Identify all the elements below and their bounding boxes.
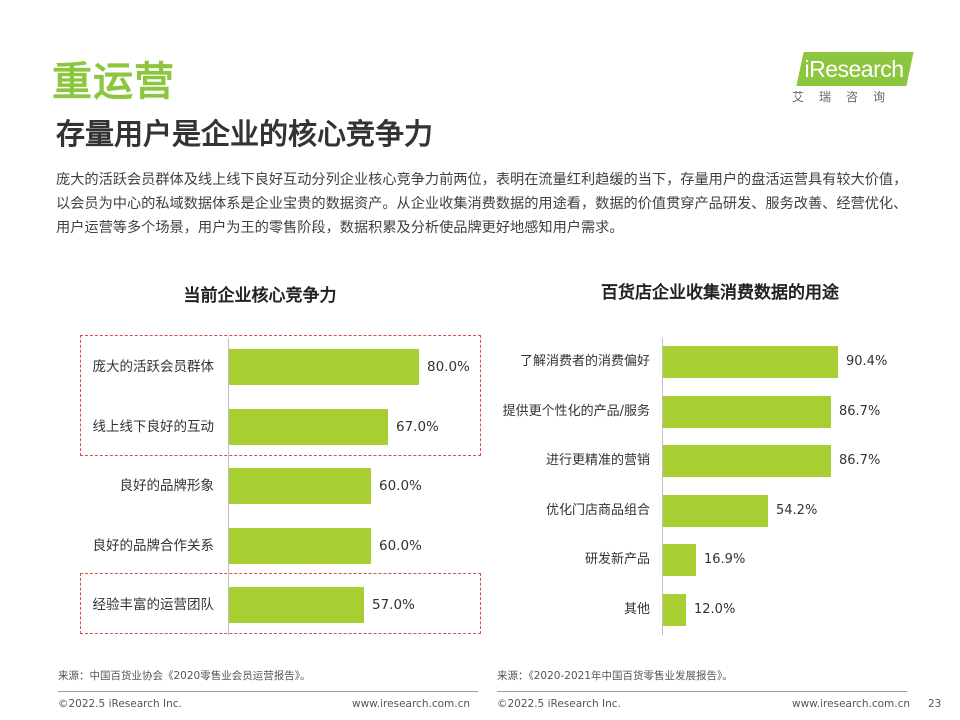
highlight-box-top — [80, 335, 481, 456]
site-url-right[interactable]: www.iresearch.com.cn — [792, 698, 911, 710]
bar — [663, 544, 696, 577]
bar — [663, 494, 768, 527]
source-note-right: 来源：《2020-2021年中国百货零售业发展报告》。 — [497, 670, 733, 682]
logo-wordmark: iResearch — [804, 56, 904, 82]
bar-value-label: 86.7% — [839, 453, 881, 469]
bar-value-label: 86.7% — [839, 403, 881, 419]
page-number: 23 — [928, 698, 942, 710]
footer-divider-right — [497, 691, 907, 692]
bar-category-label: 研发新产品 — [584, 552, 650, 568]
intro-paragraph: 庞大的活跃会员群体及线上线下良好互动分列企业核心竞争力前两位，表明在流量红利趋缓… — [56, 172, 908, 236]
copyright-right: ©2022.5 iResearch Inc. — [497, 698, 621, 710]
bar-category-label: 优化门店商品组合 — [545, 502, 650, 518]
bar-value-label: 16.9% — [704, 552, 746, 568]
bar — [229, 468, 371, 504]
bar-category-label: 良好的品牌合作关系 — [92, 537, 215, 554]
bar-value-label: 12.0% — [694, 602, 736, 617]
site-url-left[interactable]: www.iresearch.com.cn — [352, 698, 471, 710]
right-chart-title: 百货店企业收集消费数据的用途 — [601, 283, 839, 303]
copyright-left: ©2022.5 iResearch Inc. — [58, 698, 182, 710]
bar-value-label: 90.4% — [846, 354, 888, 369]
left-chart-axis — [228, 338, 229, 635]
logo-cn-name: 艾瑞咨询 — [792, 90, 901, 104]
bar — [663, 395, 831, 428]
bar — [663, 594, 686, 626]
bar-value-label: 54.2% — [776, 502, 818, 518]
bar — [663, 445, 831, 478]
bar-value-label: 60.0% — [379, 478, 422, 494]
bar-category-label: 提供更个性化的产品/服务 — [502, 403, 650, 419]
page-title: 重运营 — [52, 59, 175, 105]
right-chart-axis — [662, 338, 663, 635]
bar-value-label: 60.0% — [379, 537, 422, 554]
highlight-box-bottom — [80, 573, 481, 634]
bar-category-label: 其他 — [623, 602, 650, 617]
left-chart-title: 当前企业核心竞争力 — [183, 286, 337, 306]
page-subtitle: 存量用户是企业的核心竞争力 — [56, 117, 434, 151]
bar-category-label: 了解消费者的消费偏好 — [519, 354, 650, 369]
source-note-left: 来源：中国百货业协会《2020零售业会员运营报告》。 — [58, 670, 311, 682]
bar — [663, 346, 838, 378]
footer-divider-left — [58, 691, 478, 692]
bar-category-label: 良好的品牌形象 — [119, 478, 215, 494]
bar-category-label: 进行更精准的营销 — [545, 453, 650, 469]
iresearch-logo: iResearch 艾瑞咨询 — [790, 48, 915, 110]
bar — [229, 527, 371, 564]
